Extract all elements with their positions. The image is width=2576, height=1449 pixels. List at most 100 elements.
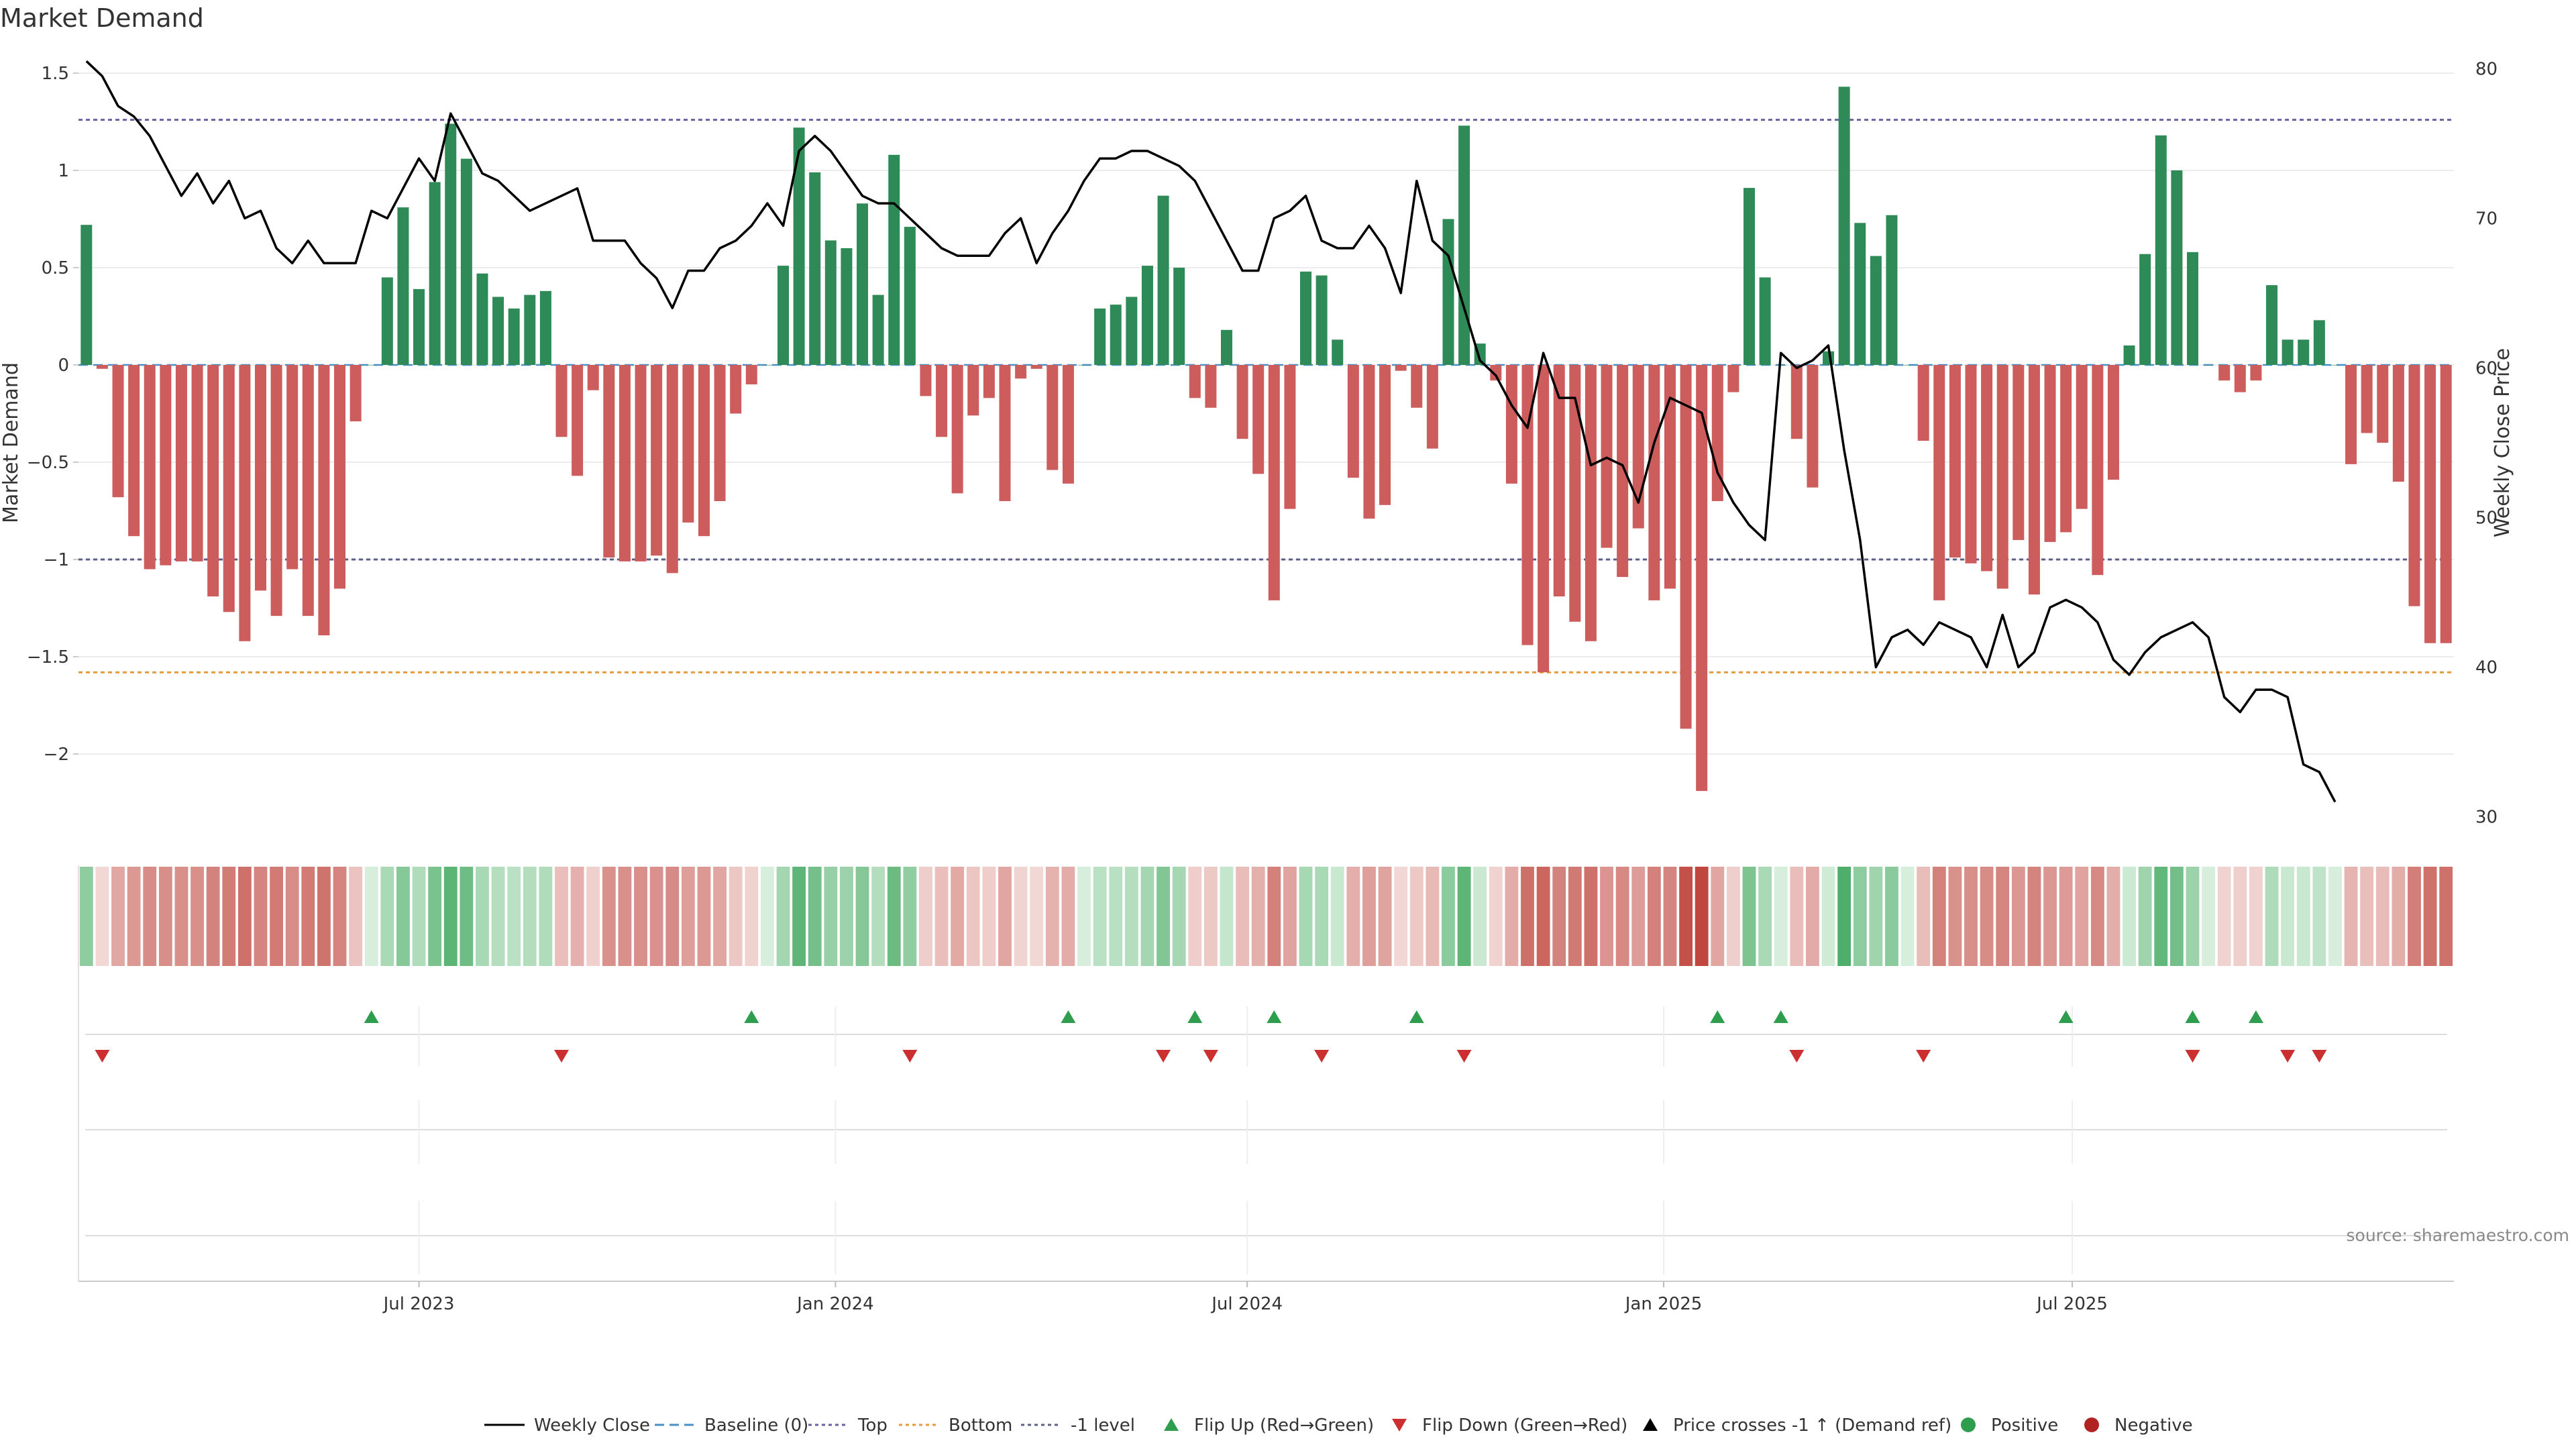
y-tick-label: −2 [44, 745, 69, 765]
y-tick-label: −0.5 [27, 453, 69, 473]
gridlines [78, 72, 2454, 755]
demand-bar [1316, 275, 1328, 365]
heat-cell [2011, 867, 2025, 966]
heat-cell [317, 867, 331, 966]
flip-down-marker [1789, 1050, 1805, 1063]
demand-bar [745, 365, 757, 384]
demand-bar [492, 297, 504, 365]
heat-cell [1505, 867, 1519, 966]
y-tick-label: −1.5 [27, 647, 69, 667]
demand-bar [1252, 365, 1265, 474]
demand-bar [1727, 365, 1739, 392]
heat-cell [2423, 867, 2437, 966]
heat-cell [2186, 867, 2200, 966]
demand-bar [983, 365, 995, 398]
demand-bar [872, 294, 884, 365]
demand-bars [80, 87, 2452, 792]
source-note: source: sharemaestro.com [2347, 1226, 2570, 1245]
heat-cell [1157, 867, 1170, 966]
demand-bar [445, 123, 457, 365]
demand-bar [1917, 365, 1929, 441]
heat-cell [1996, 867, 2010, 966]
demand-bar [824, 240, 837, 365]
demand-bar [1284, 365, 1296, 509]
heat-cell [1093, 867, 1107, 966]
legend-label: Negative [2114, 1415, 2193, 1436]
heat-cell [1473, 867, 1487, 966]
heat-cell [2265, 867, 2279, 966]
demand-bar [191, 365, 203, 561]
heat-cell [792, 867, 806, 966]
demand-bar [334, 365, 346, 589]
heat-cell [349, 867, 363, 966]
legend: Weekly Close Baseline (0) Top Bottom -1 leve… [484, 1415, 2193, 1436]
demand-bar [1332, 339, 1344, 365]
heat-cell [443, 867, 458, 966]
demand-bar [1648, 365, 1660, 600]
heat-cell [681, 867, 695, 966]
demand-bar [936, 365, 948, 437]
x-tick-label: Jul 2024 [1210, 1294, 1283, 1314]
demand-bar [682, 365, 694, 523]
heat-cell [191, 867, 204, 966]
heat-cell [824, 867, 838, 966]
y2-tick-label: 80 [2475, 59, 2498, 79]
heat-cell [95, 867, 109, 966]
demand-bar [2218, 365, 2231, 381]
demand-bar [175, 365, 187, 561]
y2-axis-label: Weekly Close Price [2491, 348, 2514, 537]
demand-bar [460, 158, 472, 365]
heat-cell [618, 867, 632, 966]
heat-cell [2249, 867, 2263, 966]
heat-cell [2059, 867, 2073, 966]
y2-tick-label: 70 [2475, 209, 2498, 229]
legend-swatch [2084, 1417, 2099, 1432]
demand-bar [2345, 365, 2357, 464]
heat-cell [2375, 867, 2390, 966]
demand-bar [2060, 365, 2072, 533]
demand-bar [2234, 365, 2246, 392]
heat-cell [1900, 867, 1915, 966]
heat-cell [586, 867, 600, 966]
demand-bar [2044, 365, 2056, 542]
heat-cell [2344, 867, 2358, 966]
heat-cell [1299, 867, 1313, 966]
demand-bar [1300, 271, 1312, 365]
demand-bar [239, 365, 251, 641]
heat-cell [855, 867, 869, 966]
demand-bar [112, 365, 124, 498]
heat-cell [1362, 867, 1376, 966]
heat-cell [887, 867, 901, 966]
heat-cell [1552, 867, 1566, 966]
heat-cell [1758, 867, 1772, 966]
x-tick-label: Jul 2023 [382, 1294, 455, 1314]
demand-bar [1505, 365, 1517, 484]
demand-bar [2123, 345, 2135, 365]
heat-cell [760, 867, 774, 966]
demand-bar [1807, 365, 1819, 488]
demand-bar [286, 365, 299, 570]
heat-cell [2138, 867, 2152, 966]
demand-bar [2012, 365, 2025, 540]
heat-cell [174, 867, 189, 966]
heat-cell [555, 867, 568, 966]
demand-bar [1538, 365, 1550, 673]
heat-cell [2075, 867, 2089, 966]
demand-bar [1743, 188, 1756, 365]
demand-bar [160, 365, 172, 566]
heat-cell [1948, 867, 1962, 966]
heat-cell [1124, 867, 1138, 966]
demand-bar [524, 294, 536, 365]
demand-bar [1205, 365, 1217, 408]
demand-bar [1189, 365, 1201, 398]
heat-cell [2090, 867, 2104, 966]
heat-cell [1077, 867, 1091, 966]
heat-cell [602, 867, 616, 966]
demand-bar [1078, 365, 1090, 366]
heat-cell [1853, 867, 1867, 966]
demand-bar [2313, 320, 2325, 365]
heat-cell [951, 867, 965, 966]
demand-bar [1141, 266, 1153, 365]
demand-bar [508, 308, 520, 365]
heat-cell [1600, 867, 1613, 966]
